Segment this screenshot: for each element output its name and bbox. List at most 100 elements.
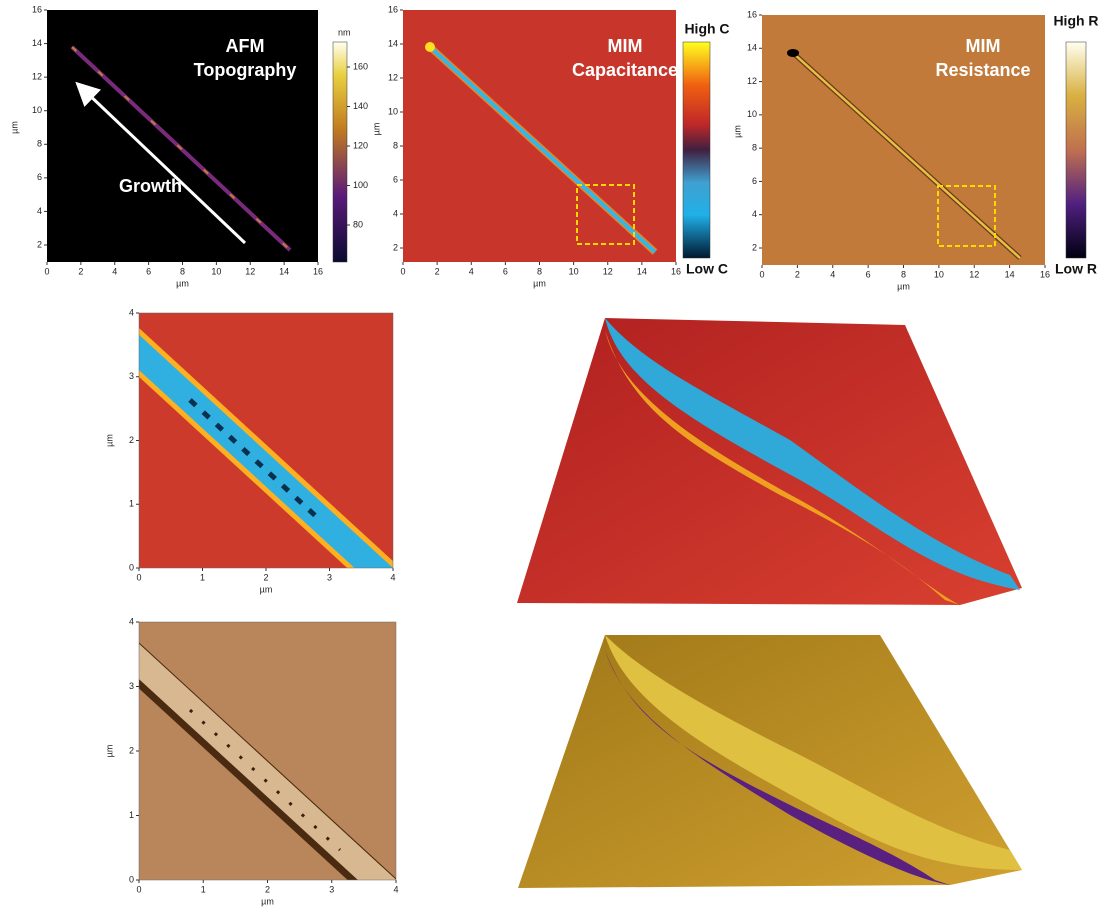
colorbar-tick-label: 140 xyxy=(353,101,368,111)
afm-edge xyxy=(300,10,318,15)
x-tick-label: 1 xyxy=(201,884,206,894)
x-axis-label: µm xyxy=(176,278,189,288)
colorbar-tick-label: 80 xyxy=(353,219,363,229)
panel-title: MIM xyxy=(966,36,1001,56)
x-tick-label: 14 xyxy=(1005,269,1015,279)
y-tick-label: 0 xyxy=(129,562,134,572)
x-tick-label: 4 xyxy=(112,266,117,276)
x-tick-label: 14 xyxy=(637,266,647,276)
panel-title: Resistance xyxy=(935,60,1030,80)
x-tick-label: 2 xyxy=(78,266,83,276)
panel-title: MIM xyxy=(608,36,643,56)
x-tick-label: 16 xyxy=(313,266,323,276)
x-tick-label: 6 xyxy=(146,266,151,276)
x-tick-label: 2 xyxy=(263,572,268,582)
colorbar-tick-label: 100 xyxy=(353,180,368,190)
y-tick-label: 12 xyxy=(32,72,42,82)
y-tick-label: 10 xyxy=(747,109,757,119)
colorbar-high: High R xyxy=(1053,13,1098,29)
x-tick-label: 8 xyxy=(180,266,185,276)
x-tick-label: 16 xyxy=(1040,269,1050,279)
y-tick-label: 8 xyxy=(393,140,398,150)
x-tick-label: 4 xyxy=(830,269,835,279)
colorbar xyxy=(683,42,710,258)
y-tick-label: 2 xyxy=(129,745,134,755)
x-axis-label: µm xyxy=(897,281,910,291)
y-tick-label: 16 xyxy=(388,4,398,14)
x-tick-label: 2 xyxy=(795,269,800,279)
y-tick-label: 2 xyxy=(129,435,134,445)
nanowire-tip xyxy=(787,49,799,57)
x-tick-label: 0 xyxy=(400,266,405,276)
x-tick-label: 0 xyxy=(136,572,141,582)
x-tick-label: 2 xyxy=(435,266,440,276)
x-tick-label: 14 xyxy=(279,266,289,276)
y-tick-label: 6 xyxy=(752,176,757,186)
figure: Growth AFM Topography nm MIM Capacitance… xyxy=(0,0,1104,909)
colorbar xyxy=(333,42,347,262)
x-tick-label: 8 xyxy=(901,269,906,279)
x-tick-label: 4 xyxy=(393,884,398,894)
x-tick-label: 8 xyxy=(537,266,542,276)
annotation: Growth xyxy=(119,176,182,196)
y-tick-label: 0 xyxy=(129,874,134,884)
y-tick-label: 12 xyxy=(747,76,757,86)
panel-title: Topography xyxy=(194,60,297,80)
y-tick-label: 4 xyxy=(393,208,398,218)
nanowire-tip xyxy=(425,42,435,52)
panel-title: Capacitance xyxy=(572,60,678,80)
colorbar-high: High C xyxy=(684,21,729,37)
colorbar-unit: nm xyxy=(338,27,351,37)
y-tick-label: 1 xyxy=(129,499,134,509)
x-tick-label: 0 xyxy=(44,266,49,276)
x-tick-label: 0 xyxy=(136,884,141,894)
x-tick-label: 1 xyxy=(200,572,205,582)
colorbar xyxy=(1066,42,1086,258)
x-tick-label: 3 xyxy=(329,884,334,894)
y-tick-label: 2 xyxy=(37,239,42,249)
colorbar-low: Low R xyxy=(1055,261,1097,277)
x-axis-label: µm xyxy=(260,584,273,594)
y-tick-label: 2 xyxy=(752,242,757,252)
x-tick-label: 4 xyxy=(390,572,395,582)
x-tick-label: 16 xyxy=(671,266,681,276)
y-axis-label: µm xyxy=(104,745,114,758)
x-tick-label: 3 xyxy=(327,572,332,582)
y-tick-label: 16 xyxy=(747,9,757,19)
y-tick-label: 6 xyxy=(393,174,398,184)
y-tick-label: 12 xyxy=(388,72,398,82)
x-tick-label: 10 xyxy=(569,266,579,276)
y-tick-label: 4 xyxy=(129,616,134,626)
colorbar-low: Low C xyxy=(686,261,728,277)
y-tick-label: 10 xyxy=(32,105,42,115)
colorbar-tick-label: 120 xyxy=(353,140,368,150)
y-tick-label: 4 xyxy=(129,307,134,317)
y-tick-label: 3 xyxy=(129,681,134,691)
y-tick-label: 8 xyxy=(37,139,42,149)
x-tick-label: 4 xyxy=(469,266,474,276)
y-tick-label: 4 xyxy=(752,209,757,219)
afm-image xyxy=(47,10,318,262)
x-axis-label: µm xyxy=(533,278,546,288)
x-tick-label: 10 xyxy=(211,266,221,276)
y-tick-label: 6 xyxy=(37,172,42,182)
x-tick-label: 6 xyxy=(866,269,871,279)
x-tick-label: 10 xyxy=(934,269,944,279)
y-tick-label: 14 xyxy=(32,38,42,48)
y-tick-label: 14 xyxy=(747,43,757,53)
y-axis-label: µm xyxy=(9,121,19,134)
x-tick-label: 12 xyxy=(245,266,255,276)
y-axis-label: µm xyxy=(732,125,742,138)
y-axis-label: µm xyxy=(104,434,114,447)
y-tick-label: 1 xyxy=(129,810,134,820)
x-tick-label: 0 xyxy=(759,269,764,279)
res-image xyxy=(762,15,1045,265)
panel-title: AFM xyxy=(226,36,265,56)
y-tick-label: 16 xyxy=(32,4,42,14)
x-tick-label: 2 xyxy=(265,884,270,894)
x-axis-label: µm xyxy=(261,896,274,906)
x-tick-label: 12 xyxy=(603,266,613,276)
y-tick-label: 3 xyxy=(129,371,134,381)
y-tick-label: 4 xyxy=(37,206,42,216)
x-tick-label: 12 xyxy=(969,269,979,279)
